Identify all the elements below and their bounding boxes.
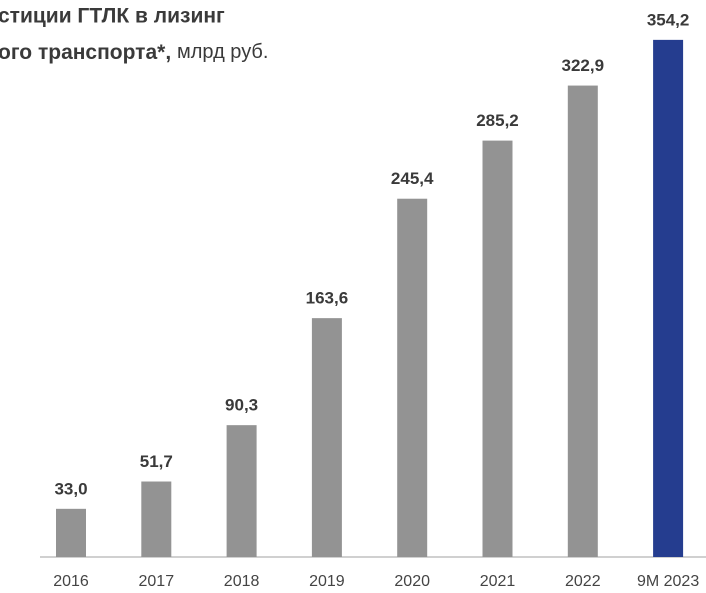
bar <box>653 39 684 558</box>
value-label: 354,2 <box>647 10 690 29</box>
value-label: 51,7 <box>140 452 173 471</box>
x-tick-label: 2019 <box>309 573 345 590</box>
chart-title: ого транспорта*, млрд руб. <box>0 41 268 64</box>
bar <box>141 481 172 557</box>
value-label: 322,9 <box>562 56 605 75</box>
unit: млрд руб. <box>177 41 268 63</box>
value-label: 163,6 <box>306 289 349 308</box>
chart-title: стиции ГТЛК в лизинг <box>0 5 225 28</box>
value-label: 90,3 <box>225 396 258 415</box>
x-tick-label: 2017 <box>139 573 175 590</box>
x-tick-label: 2018 <box>224 573 260 590</box>
x-tick-label: 2020 <box>394 573 430 590</box>
bar <box>311 318 342 557</box>
chart-title: ого транспорта*, <box>0 41 171 64</box>
bar <box>397 198 428 557</box>
bar <box>226 425 257 557</box>
value-label: 245,4 <box>391 169 434 188</box>
bar <box>56 508 86 557</box>
value-label: 285,2 <box>476 111 519 130</box>
x-tick-label: 2016 <box>53 573 89 590</box>
x-tick-label: 2022 <box>565 573 601 590</box>
x-tick-label: 2021 <box>480 573 516 590</box>
bar <box>482 140 513 557</box>
bar <box>567 85 598 557</box>
x-tick-label: 9M 2023 <box>637 573 699 590</box>
value-label: 33,0 <box>54 479 87 498</box>
